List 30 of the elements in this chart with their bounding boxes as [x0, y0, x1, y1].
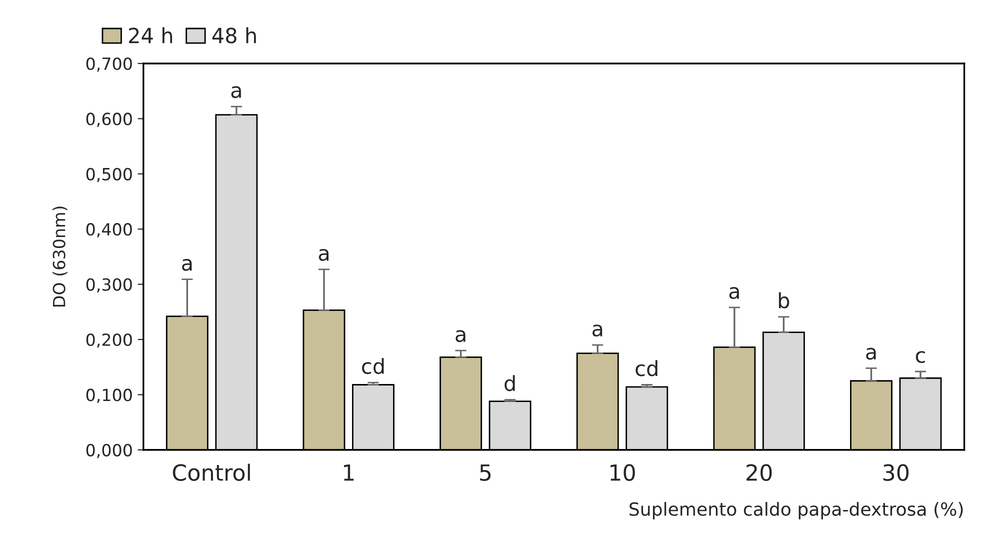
- data-label: c: [916, 351, 925, 364]
- data-label: cd: [362, 358, 384, 374]
- data-label: cd: [636, 360, 658, 376]
- x-tick-label: 30: [883, 464, 909, 481]
- x-tick-label: 5: [480, 464, 491, 481]
- data-label: a: [866, 348, 876, 360]
- y-tick-label: 0,700: [86, 57, 132, 72]
- x-tick-label: 10: [610, 464, 635, 481]
- data-label: a: [729, 287, 739, 300]
- data-label: a: [231, 86, 241, 98]
- y-axis-title: DO (630nm): [52, 206, 68, 306]
- data-label: a: [456, 330, 466, 342]
- y-tick-label: 0,200: [86, 333, 132, 348]
- y-tick-label: 0,400: [86, 223, 132, 238]
- data-label: a: [182, 258, 192, 271]
- data-label: d: [504, 375, 515, 392]
- x-tick-label: Control: [172, 464, 250, 481]
- y-tick-label: 0,300: [86, 278, 132, 293]
- legend-label: 48 h: [212, 27, 256, 44]
- y-tick-label: 0,100: [86, 388, 132, 403]
- data-label: b: [778, 292, 790, 308]
- y-tick-label: 0,600: [86, 112, 132, 127]
- y-tick-label: 0,000: [86, 444, 132, 458]
- x-tick-label: 1: [344, 464, 354, 481]
- x-tick-label: 20: [746, 464, 772, 481]
- data-label: a: [318, 248, 328, 261]
- x-axis-title: Suplemento caldo papa-dextrosa (%): [630, 502, 963, 520]
- data-label: a: [592, 324, 602, 337]
- y-tick-label: 0,500: [86, 168, 132, 182]
- legend-label: 24 h: [129, 27, 172, 44]
